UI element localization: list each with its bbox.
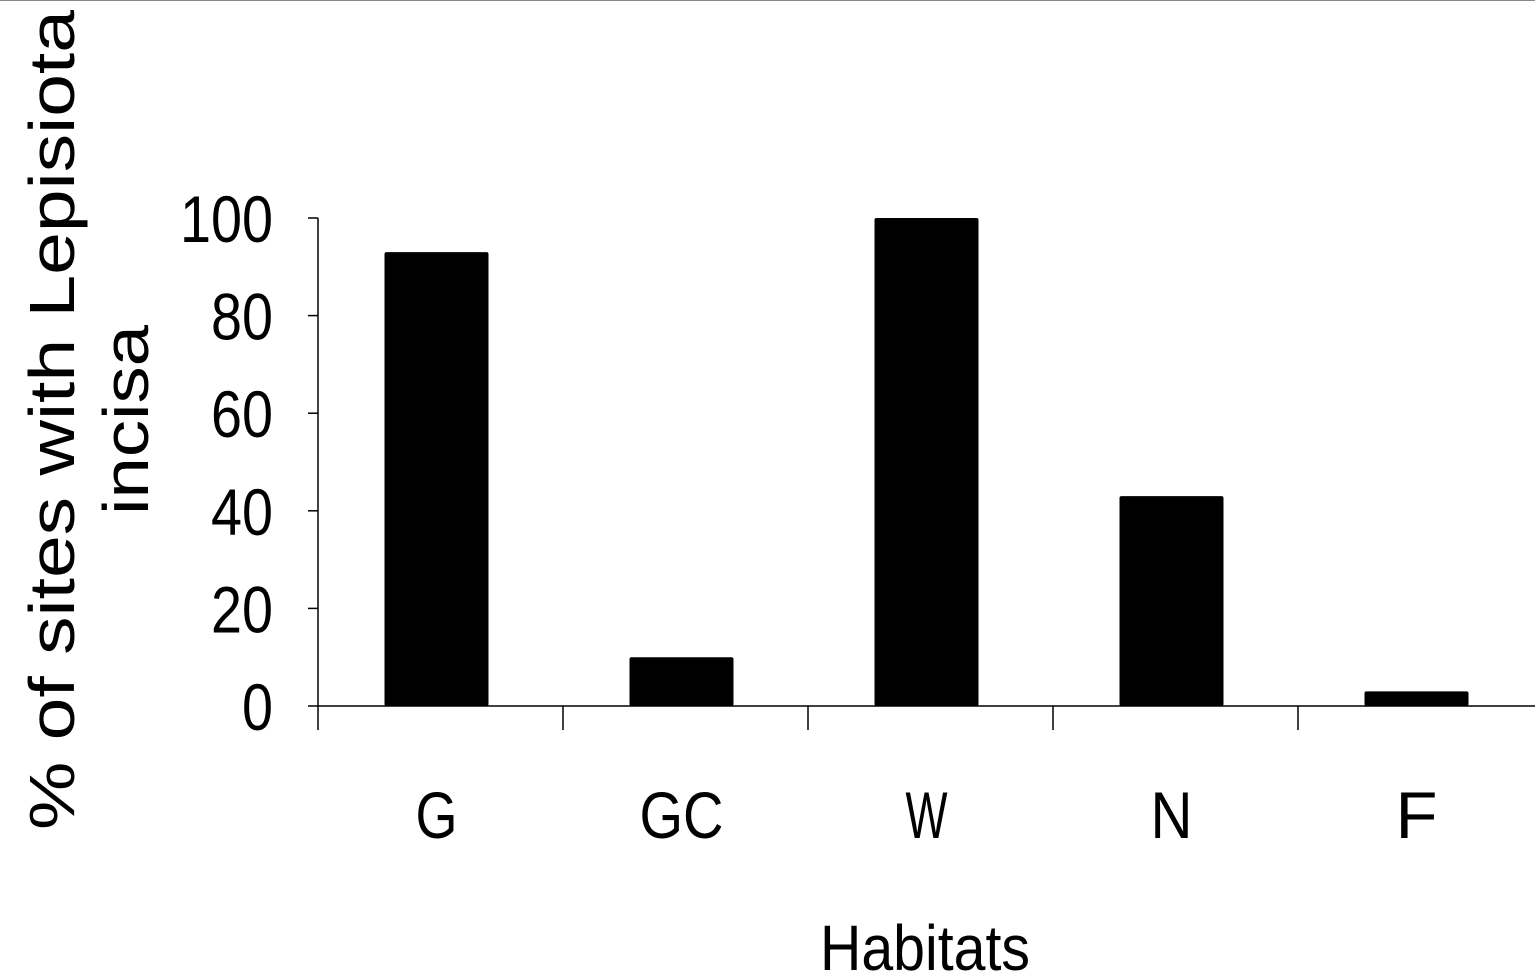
x-tick-label-f: F xyxy=(1396,778,1438,852)
bars xyxy=(384,218,1469,706)
y-tick-label: 0 xyxy=(242,670,273,744)
x-tick-label-g: G xyxy=(416,778,458,852)
x-tick-label-gc: GC xyxy=(640,778,724,852)
top-border-line xyxy=(0,0,1535,1)
y-tick-label: 60 xyxy=(211,377,273,451)
y-tick-label: 40 xyxy=(211,475,273,549)
x-tick-label-w: W xyxy=(906,778,948,852)
y-tick-label: 20 xyxy=(211,572,273,646)
y-tick-label: 100 xyxy=(180,182,273,256)
y-axis-title: % of sites with Lepisiota incisa xyxy=(16,10,162,830)
bar-n xyxy=(1119,496,1224,706)
bar-w xyxy=(874,218,979,706)
bar-f xyxy=(1364,691,1469,706)
bar-g xyxy=(384,252,489,706)
x-ticks xyxy=(317,706,1299,730)
x-axis-title: Habitats xyxy=(820,912,1030,980)
bar-gc xyxy=(629,657,734,706)
y-axis-title-line-1: % of sites with Lepisiota xyxy=(16,10,88,830)
y-axis-title-line-2: incisa xyxy=(90,325,162,515)
y-ticks: 0 20 40 60 80 100 xyxy=(180,182,318,744)
x-tick-label-n: N xyxy=(1151,778,1193,852)
y-tick-label: 80 xyxy=(211,280,273,354)
x-tick-labels: G GC W N F xyxy=(416,778,1438,852)
